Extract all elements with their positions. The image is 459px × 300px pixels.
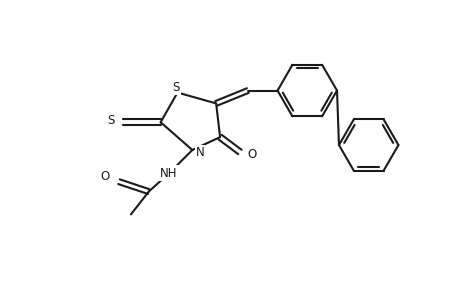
Text: N: N [196, 146, 205, 159]
Text: S: S [172, 81, 179, 94]
Text: S: S [107, 114, 115, 127]
Text: O: O [101, 170, 110, 183]
Text: NH: NH [159, 167, 177, 180]
Text: O: O [247, 148, 257, 161]
